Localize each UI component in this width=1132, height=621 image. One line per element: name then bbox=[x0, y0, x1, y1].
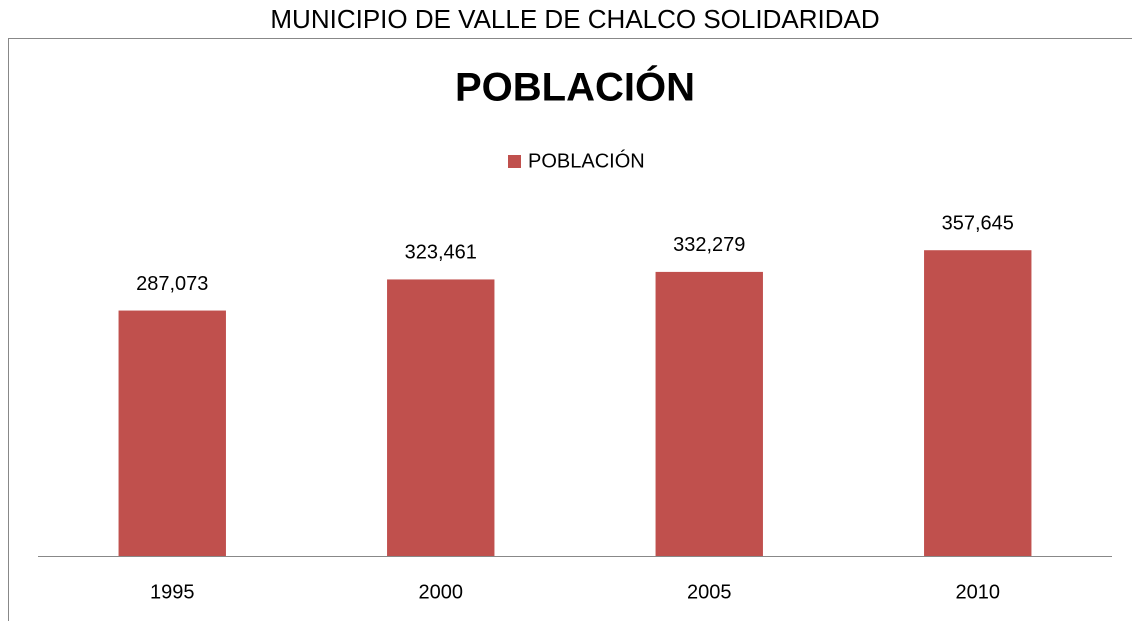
bar bbox=[655, 271, 763, 556]
x-tick-label: 1995 bbox=[150, 581, 195, 603]
value-label: 323,461 bbox=[405, 242, 477, 264]
legend-swatch bbox=[508, 155, 521, 168]
x-tick-label: 2000 bbox=[419, 581, 464, 603]
value-label: 357,645 bbox=[942, 212, 1014, 234]
bar bbox=[924, 250, 1032, 556]
legend-label: POBLACIÓN bbox=[528, 149, 645, 172]
page-header: MUNICIPIO DE VALLE DE CHALCO SOLIDARIDAD bbox=[270, 4, 879, 34]
bar bbox=[387, 279, 495, 556]
x-tick-label: 2010 bbox=[956, 581, 1001, 603]
chart-title: POBLACIÓN bbox=[455, 64, 695, 110]
bar bbox=[118, 310, 226, 556]
value-label: 332,279 bbox=[673, 234, 745, 256]
x-tick-label: 2005 bbox=[687, 581, 732, 603]
value-label: 287,073 bbox=[136, 273, 208, 295]
